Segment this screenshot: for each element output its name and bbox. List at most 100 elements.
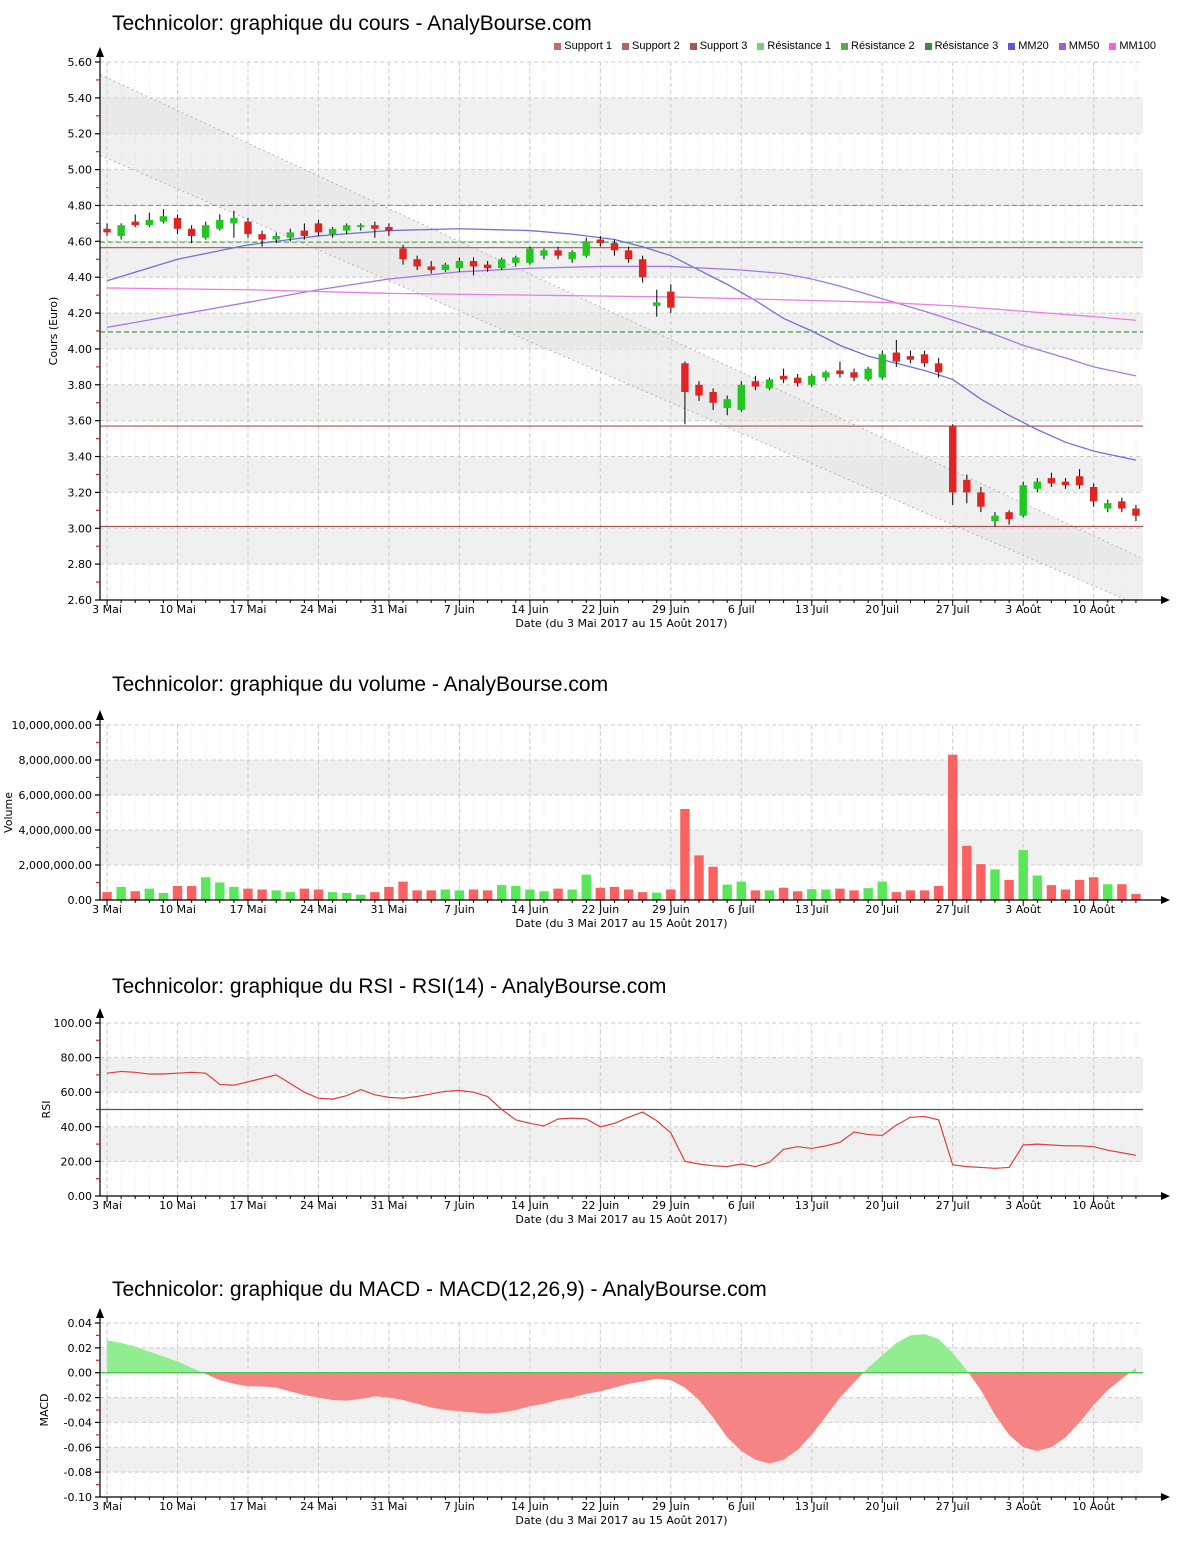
rsi-chart-title: Technicolor: graphique du RSI - RSI(14) …: [112, 975, 667, 998]
x-axis-arrow-icon: [1161, 596, 1170, 604]
x-tick-label: 3 Août: [1005, 1500, 1042, 1513]
x-tick-label: 24 Mai: [300, 1500, 337, 1513]
x-tick-label: 3 Mai: [92, 603, 122, 616]
y-tick-label: 0.04: [68, 1317, 93, 1330]
plot-background: [100, 760, 1143, 865]
mm100-line: [107, 287, 1137, 321]
x-tick-label: 20 Juil: [865, 903, 899, 916]
y-tick-label: 4.60: [68, 235, 93, 248]
y-tick-label: 0.00: [68, 1190, 93, 1203]
x-tick-label: 14 Juin: [511, 903, 549, 916]
volume-chart-title: Technicolor: graphique du volume - Analy…: [112, 673, 609, 696]
legend-swatch-icon: [1109, 42, 1117, 50]
y-tick-label: 0.02: [68, 1342, 93, 1355]
x-tick-label: 17 Mai: [230, 603, 267, 616]
y-tick-label: -0.06: [64, 1441, 92, 1454]
price-chart-title: Technicolor: graphique du cours - AnalyB…: [112, 12, 592, 35]
x-tick-label: 29 Juin: [652, 903, 690, 916]
x-tick-label: 6 Juil: [728, 1500, 755, 1513]
candles: [103, 209, 1140, 527]
price-plot: 2.60 2.80 3.00 3.20 3.40 3.60 3.80 4.00 4.20 4.40…: [47, 47, 1170, 630]
x-axis-caption: Date (du 3 Mai 2017 au 15 Août 2017): [515, 617, 727, 630]
x-tick-label: 31 Mai: [371, 603, 408, 616]
volume-plot: 0.00 2,000,000.00 4,000,000.00 6,000,000.00…: [2, 710, 1170, 930]
x-tick-label: 14 Juin: [511, 603, 549, 616]
y-tick-label: 0.00: [68, 1367, 93, 1380]
x-tick-label: 10 Mai: [159, 903, 196, 916]
y-tick-label: 6,000,000.00: [19, 789, 92, 802]
price-chart-section: 2.60 2.80 3.00 3.20 3.40 3.60 3.80 4.00 4.20 4.40…: [0, 0, 1200, 648]
y-tick-label: 4,000,000.00: [19, 824, 92, 837]
legend-label: Résistance 2: [851, 40, 915, 52]
legend-label: Support 1: [564, 40, 612, 52]
x-tick-label: 29 Juin: [652, 1199, 690, 1212]
x-tick-label: 10 Août: [1072, 903, 1116, 916]
x-tick-label: 3 Août: [1005, 603, 1042, 616]
legend-item-support-3: Support 3: [689, 40, 747, 52]
x-tick-label: 7 Juin: [444, 1199, 475, 1212]
volume-bars: [102, 754, 1141, 900]
y-tick-label: 3.80: [68, 379, 93, 392]
plot-background: [100, 1347, 1143, 1473]
y-tick-label: 0.00: [68, 894, 93, 907]
y-tick-label: 20.00: [61, 1155, 93, 1168]
y-tick-label: 5.60: [68, 56, 93, 69]
x-tick-label: 3 Mai: [92, 1199, 122, 1212]
x-axis-caption: Date (du 3 Mai 2017 au 15 Août 2017): [515, 917, 727, 930]
x-tick-label: 20 Juil: [865, 1500, 899, 1513]
legend-swatch-icon: [622, 42, 629, 50]
x-tick-label: 29 Juin: [652, 603, 690, 616]
legend-item-mm20: MM20: [1008, 40, 1049, 52]
x-tick-label: 27 Juil: [936, 1500, 970, 1513]
y-tick-label: 5.20: [68, 128, 93, 141]
legend-swatch-icon: [757, 42, 765, 50]
mm50-line: [106, 265, 1137, 377]
y-tick-label: 100.00: [54, 1017, 93, 1030]
x-tick-label: 13 Juil: [795, 603, 829, 616]
x-tick-label: 22 Juin: [581, 603, 619, 616]
legend-item-r-sistance-3: Résistance 3: [924, 40, 998, 52]
y-axis-arrow-icon: [96, 710, 104, 720]
y-tick-label: -0.04: [64, 1416, 92, 1429]
x-tick-label: 6 Juil: [728, 603, 755, 616]
rsi-plot: 0.00 20.00 40.00 60.00 80.00 100.00 3 Mai 10 Ma…: [40, 1008, 1170, 1226]
x-axis-arrow-icon: [1161, 1192, 1170, 1200]
macd-chart-title: Technicolor: graphique du MACD - MACD(12…: [112, 1278, 767, 1301]
x-tick-label: 31 Mai: [371, 1199, 408, 1212]
y-tick-label: 3.00: [68, 522, 93, 535]
y-tick-label: 3.20: [68, 486, 93, 499]
volume-chart-section: 0.00 2,000,000.00 4,000,000.00 6,000,000.00…: [0, 648, 1200, 950]
x-tick-label: 20 Juil: [865, 603, 899, 616]
x-tick-label: 7 Juin: [444, 1500, 475, 1513]
y-tick-label: 4.40: [68, 271, 93, 284]
macd-area-negative: [107, 1372, 1136, 1464]
y-tick-label: 60.00: [61, 1086, 93, 1099]
legend-swatch-icon: [841, 42, 848, 50]
y-axis-arrow-icon: [96, 47, 104, 57]
x-tick-label: 10 Mai: [159, 1199, 196, 1212]
x-tick-label: 7 Juin: [444, 603, 475, 616]
x-tick-label: 27 Juil: [936, 903, 970, 916]
x-tick-label: 31 Mai: [371, 1500, 408, 1513]
y-axis-title: Volume: [2, 792, 15, 833]
x-tick-label: 22 Juin: [581, 903, 619, 916]
x-tick-label: 14 Juin: [511, 1500, 549, 1513]
legend-label: MM50: [1068, 40, 1100, 52]
legend-swatch-icon: [924, 42, 932, 50]
x-tick-label: 17 Mai: [230, 903, 267, 916]
x-tick-label: 27 Juil: [936, 603, 970, 616]
trend-channel-line: [100, 74, 1143, 560]
y-tick-label: -0.08: [64, 1466, 92, 1479]
mm20-line: [106, 228, 1137, 461]
y-axis-arrow-icon: [96, 1308, 104, 1318]
x-axis-arrow-icon: [1161, 1493, 1170, 1501]
x-tick-label: 14 Juin: [511, 1199, 549, 1212]
y-tick-label: 80.00: [61, 1052, 93, 1065]
y-tick-label: 8,000,000.00: [19, 754, 92, 767]
legend-label: Support 2: [632, 40, 680, 52]
y-tick-label: 2,000,000.00: [19, 859, 92, 872]
y-tick-label: 5.00: [68, 164, 93, 177]
axes: 2.60 2.80 3.00 3.20 3.40 3.60 3.80 4.00 4.20 4.40…: [47, 47, 1170, 630]
y-tick-label: 3.60: [68, 415, 93, 428]
x-tick-label: 10 Août: [1072, 1199, 1116, 1212]
